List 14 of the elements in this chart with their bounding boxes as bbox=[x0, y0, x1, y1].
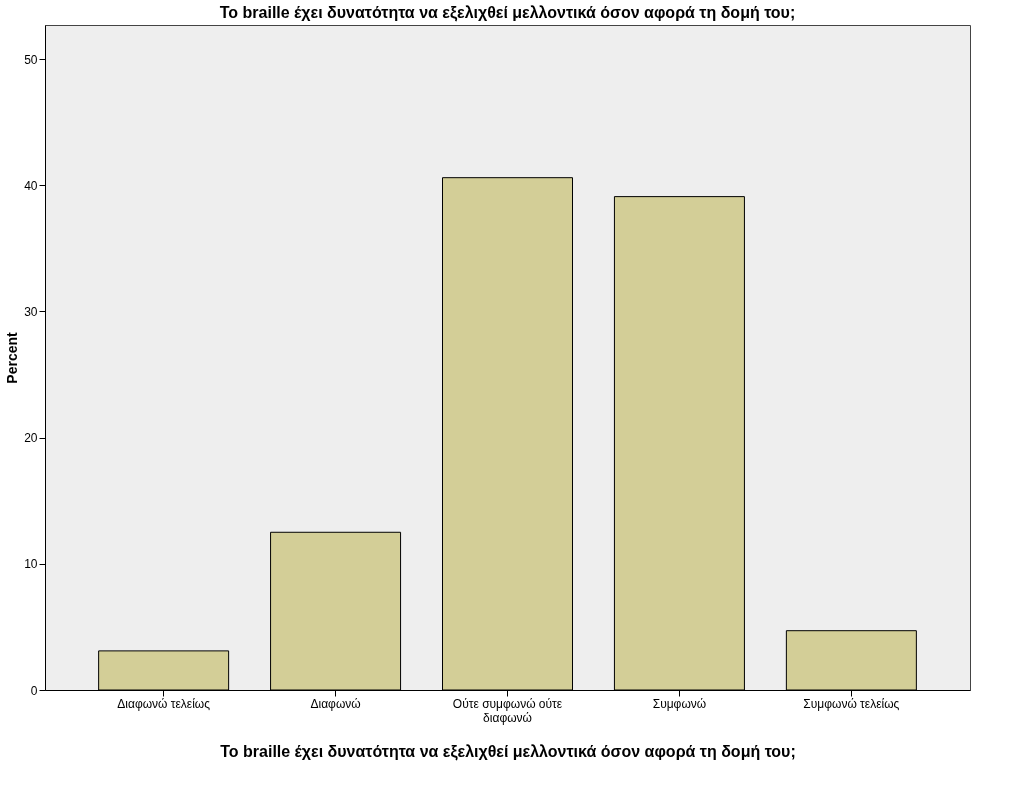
x-tick-label: Διαφωνώ bbox=[310, 696, 361, 711]
y-tick-label: 40 bbox=[24, 178, 38, 193]
x-tick-label: Συμφωνώ bbox=[652, 696, 707, 711]
chart-title: Το braille έχει δυνατότητα να εξελιχθεί μελλοντικά όσον αφορά τη δομή του; bbox=[219, 4, 796, 22]
y-axis-title: Percent bbox=[4, 331, 21, 384]
y-tick-label: 30 bbox=[24, 304, 38, 319]
x-tick-label: Ούτε συμφωνώ ούτε διαφωνώ bbox=[452, 696, 563, 725]
y-tick-label: 10 bbox=[24, 557, 38, 572]
x-tick-label: Συμφωνώ τελείως bbox=[803, 696, 900, 711]
y-tick-label: 20 bbox=[24, 431, 38, 446]
x-axis-title: Το braille έχει δυνατότητα να εξελιχθεί μελλοντικά όσον αφορά τη δομή του; bbox=[220, 742, 796, 761]
x-tick-label: Διαφωνώ τελείως bbox=[117, 696, 211, 711]
y-tick-label: 50 bbox=[24, 52, 38, 67]
y-tick-label: 0 bbox=[30, 683, 38, 698]
